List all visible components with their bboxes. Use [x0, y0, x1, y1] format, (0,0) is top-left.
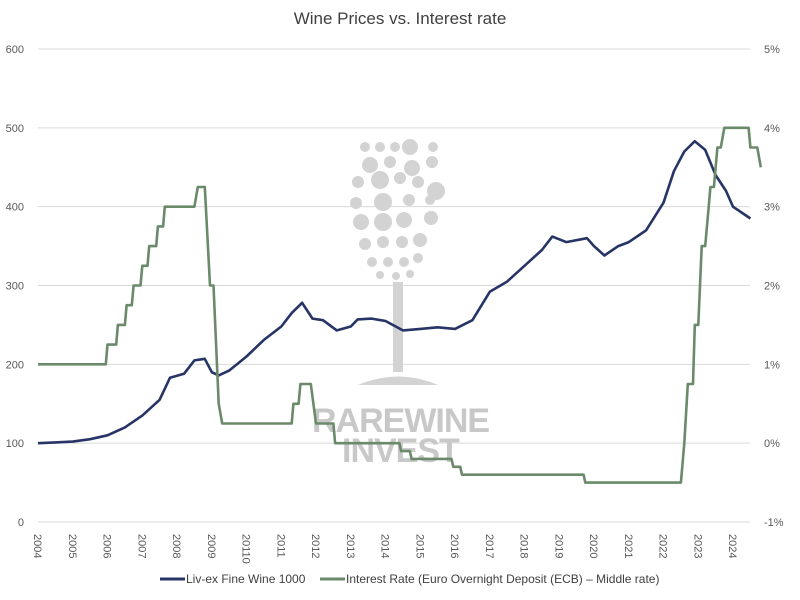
left-axis-tick: 100: [6, 438, 24, 450]
watermark-dot: [425, 195, 435, 205]
x-axis-tick: 2009: [205, 534, 217, 558]
left-axis-tick: 600: [6, 44, 24, 56]
watermark-dot: [390, 142, 400, 152]
left-axis-tick: 400: [6, 202, 24, 214]
watermark-dot: [413, 253, 423, 263]
watermark-dot: [374, 193, 392, 211]
watermark-text: RAREWINE: [312, 402, 489, 440]
x-axis-tick: 20110: [240, 534, 252, 564]
watermark-dot: [402, 139, 418, 155]
x-axis-tick: 2021: [622, 534, 634, 558]
x-axis-tick: 2011: [274, 534, 286, 558]
x-axis-tick: 2022: [657, 534, 669, 558]
watermark-dot: [360, 142, 370, 152]
watermark-dot: [412, 176, 424, 188]
x-axis-tick: 2007: [135, 534, 147, 558]
x-axis-tick: 2005: [66, 534, 78, 558]
watermark-dot: [403, 194, 415, 206]
right-axis-tick: 1%: [764, 359, 780, 371]
watermark-dot: [394, 172, 406, 184]
watermark-dot: [359, 238, 371, 250]
right-axis-tick: 4%: [764, 123, 780, 135]
series-line-interest-rate: [38, 126, 763, 484]
x-axis-tick: 2008: [170, 534, 182, 558]
x-axis-tick: 2024: [726, 534, 738, 558]
watermark-dot: [384, 156, 396, 168]
right-axis-tick: 0%: [764, 438, 780, 450]
watermark-dot: [399, 257, 409, 267]
x-axis-tick: 2017: [483, 534, 495, 558]
watermark-dot: [362, 157, 378, 173]
watermark-dot: [350, 197, 362, 209]
watermark-dot: [413, 233, 427, 247]
watermark-dot: [352, 176, 364, 188]
x-axis-tick: 2020: [587, 534, 599, 558]
watermark-dot: [367, 257, 377, 267]
watermark-glass-base: [358, 376, 438, 385]
x-axis-tick: 2023: [691, 534, 703, 558]
left-axis-tick: 500: [6, 123, 24, 135]
x-axis-tick: 2006: [101, 534, 113, 558]
right-axis-tick: 3%: [764, 202, 780, 214]
watermark-dot: [396, 236, 408, 248]
watermark-dot: [376, 271, 384, 279]
watermark-dot: [377, 236, 389, 248]
watermark-dot: [383, 257, 393, 267]
chart-title: Wine Prices vs. Interest rate: [294, 9, 507, 28]
watermark-dot: [353, 214, 369, 230]
x-axis-tick: 2018: [518, 534, 530, 558]
x-axis-tick: 2014: [379, 534, 391, 558]
watermark-dot: [404, 160, 420, 176]
x-axis-tick: 2015: [413, 534, 425, 558]
x-axis-tick: 2004: [31, 534, 43, 558]
legend-label: Interest Rate (Euro Overnight Deposit (E…: [346, 572, 659, 586]
left-axis-tick: 0: [18, 517, 24, 529]
watermark-dot: [428, 142, 438, 152]
watermark-dot: [375, 142, 385, 152]
x-axis-tick: 2013: [344, 534, 356, 558]
watermark-dot: [392, 272, 400, 280]
left-axis-tick: 300: [6, 281, 24, 293]
watermark-dot: [406, 270, 414, 278]
legend-label: Liv-ex Fine Wine 1000: [186, 572, 306, 586]
watermark-dot: [374, 213, 392, 231]
right-axis-tick: 5%: [764, 44, 780, 56]
x-axis-tick: 2016: [448, 534, 460, 558]
left-axis-tick: 200: [6, 359, 24, 371]
watermark-dot: [371, 171, 389, 189]
watermark-dot: [426, 156, 438, 168]
watermark-dot: [396, 212, 412, 228]
x-axis-tick: 2012: [309, 534, 321, 558]
watermark-dot: [424, 211, 438, 225]
series-line-wine-index: [37, 139, 752, 445]
right-axis-tick: -1%: [764, 517, 784, 529]
x-axis-tick: 2019: [552, 534, 564, 558]
right-axis-tick: 2%: [764, 281, 780, 293]
